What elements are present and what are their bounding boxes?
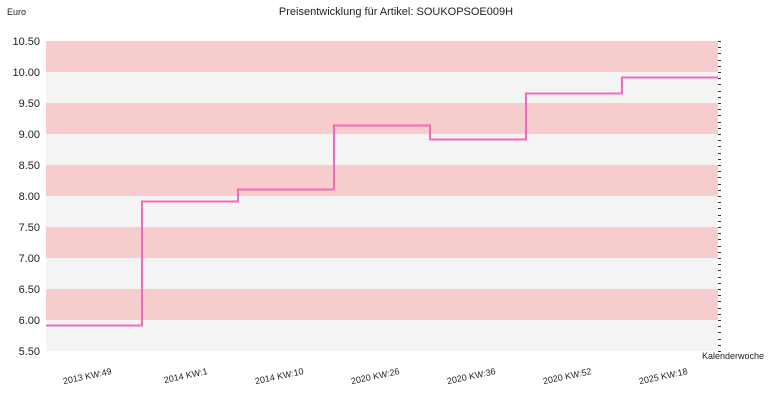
y-tick-label: 5.50 [19, 346, 40, 358]
grid-band [46, 289, 718, 320]
grid-band [46, 72, 718, 103]
x-axis-labels: 2013 KW:49 2014 KW:1 2014 KW:10 2020 KW:26 2… [62, 366, 688, 386]
y-tick-label: 6.50 [19, 284, 40, 296]
price-step-line [46, 76, 718, 327]
y-tick-label: 8.50 [19, 160, 40, 172]
y-tick-label: 10.50 [12, 36, 40, 48]
x-tick-label: 2013 KW:49 [62, 366, 112, 386]
chart-title: Preisentwicklung für Artikel: SOUKOPSOE0… [279, 6, 513, 18]
x-tick-label: 2020 KW:36 [446, 366, 496, 386]
y-axis-title: Euro [7, 7, 26, 17]
x-tick-label: 2014 KW:1 [163, 366, 208, 385]
series-layer [46, 76, 718, 327]
grid-band [46, 134, 718, 165]
y-tick-label: 7.00 [19, 253, 40, 265]
x-tick-label: 2025 KW:18 [638, 366, 688, 386]
y-tick-label: 7.50 [19, 222, 40, 234]
x-tick-label: 2020 KW:26 [350, 366, 400, 386]
grid-bands [46, 41, 718, 351]
grid-band [46, 227, 718, 258]
grid-band [46, 41, 718, 72]
x-tick-label: 2020 KW:52 [542, 366, 592, 386]
grid-band [46, 258, 718, 289]
y-tick-label: 6.00 [19, 315, 40, 327]
right-axis-ticks [718, 41, 721, 352]
y-tick-label: 9.00 [19, 129, 40, 141]
y-axis-labels: 10.50 10.00 9.50 9.00 8.50 8.00 7.50 7.00 6.50 6.… [12, 36, 40, 358]
y-tick-label: 9.50 [19, 98, 40, 110]
y-tick-label: 10.00 [12, 67, 40, 79]
grid-band [46, 165, 718, 196]
grid-band [46, 320, 718, 351]
x-tick-label: 2014 KW:10 [254, 366, 304, 386]
y-tick-label: 8.00 [19, 191, 40, 203]
x-axis-title: Kalenderwoche [702, 351, 764, 361]
grid-band [46, 103, 718, 134]
